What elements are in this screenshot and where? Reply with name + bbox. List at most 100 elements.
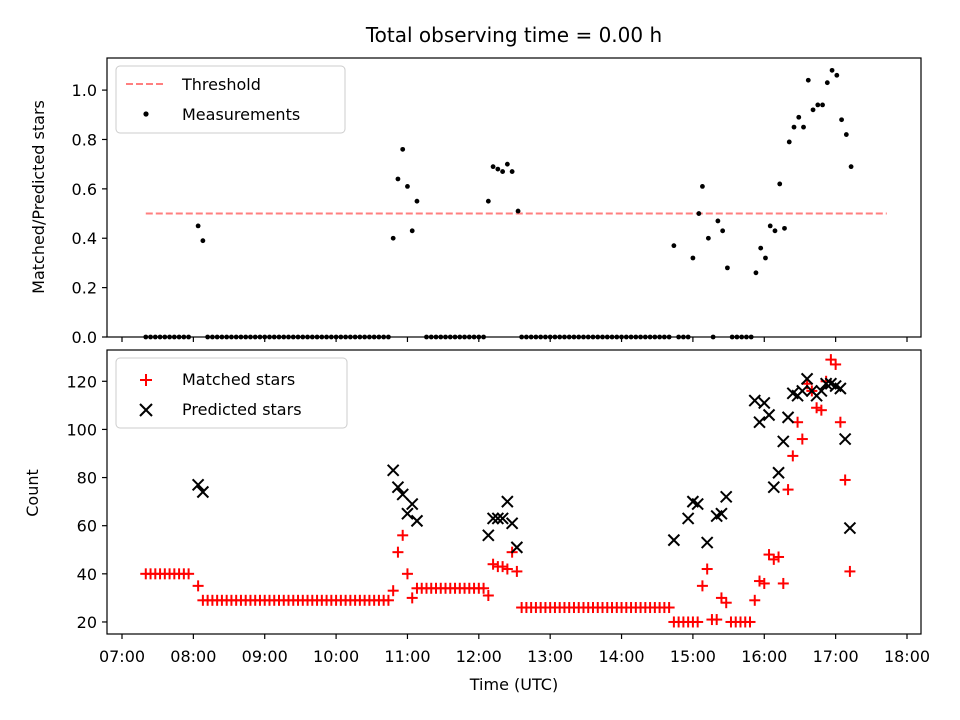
measurement-point	[690, 255, 696, 261]
predicted-star-point	[505, 517, 519, 530]
measurement-point	[720, 228, 726, 234]
bottom-legend-box	[115, 357, 348, 429]
measurement-point	[495, 166, 501, 172]
bottom-xtick-label: 13:00	[527, 647, 573, 666]
measurement-point	[705, 235, 711, 241]
bottom-panel-xlabel: Time (UTC)	[469, 675, 558, 694]
measurement-point	[758, 245, 764, 251]
predicted-star-point	[482, 529, 495, 542]
matched-star-point	[478, 582, 490, 594]
matched-star-point	[834, 416, 846, 428]
predicted-star-point	[510, 541, 524, 554]
measurement-point	[485, 198, 491, 204]
matched-star-point	[815, 404, 827, 416]
matched-star-point	[844, 565, 856, 577]
matched-star-point	[692, 616, 704, 628]
bottom-panel: Count Time (UTC) 20 40 60 80 100 120 07:00 08:…	[23, 349, 930, 694]
predicted-star-point	[667, 533, 681, 547]
matched-star-point	[711, 614, 723, 626]
top-panel: Total observing time = 0.00 h Matched/Pr…	[29, 23, 922, 347]
matched-star-point	[768, 553, 780, 565]
matched-star-point	[796, 433, 808, 445]
predicted-star-point	[391, 480, 405, 494]
measurement-point	[829, 67, 835, 73]
measurement-point	[843, 132, 849, 137]
bottom-xtick-label: 11:00	[384, 647, 430, 666]
matched-legend-swatch	[140, 374, 152, 386]
top-yticks: 0.0 0.2 0.4 0.6 0.8 1.0	[72, 81, 107, 347]
matched-star-point	[825, 354, 837, 366]
predicted-star-point	[834, 382, 847, 395]
predicted-star-point	[715, 507, 728, 520]
predicted-star-point	[767, 480, 780, 494]
bottom-ytick-label: 20	[77, 613, 97, 632]
predicted-star-point	[720, 490, 733, 504]
measurement-point	[409, 228, 415, 234]
predicted-star-point	[843, 521, 857, 535]
measurement-point	[820, 102, 825, 108]
predicted-star-point	[838, 432, 852, 446]
matched-star-point	[382, 594, 394, 606]
measurement-point	[390, 235, 396, 241]
matched-star-point	[511, 565, 523, 577]
bottom-ytick-label: 40	[77, 565, 97, 584]
measurement-point	[515, 208, 521, 214]
predicted-star-point	[486, 512, 500, 525]
bottom-xtick-label: 18:00	[884, 647, 930, 666]
bottom-xtick-label: 08:00	[170, 647, 216, 666]
bottom-yticks: 20 40 60 80 100 120	[66, 372, 107, 632]
predicted-star-point	[777, 435, 790, 448]
matched-star-point	[487, 558, 499, 570]
matched-star-point	[758, 577, 770, 589]
predicted-star-point	[491, 512, 505, 525]
threshold-legend-label: Threshold	[181, 75, 261, 94]
top-panel-frame	[106, 57, 922, 338]
measurement-point	[195, 223, 201, 229]
predicted-star-point	[815, 384, 828, 398]
matched-star-point	[830, 358, 842, 370]
measurement-point	[824, 80, 830, 86]
bottom-xtick-label: 09:00	[242, 647, 288, 666]
top-ytick-label: 0.8	[72, 130, 97, 149]
bottom-xtick-label: 16:00	[741, 647, 787, 666]
matched-star-point	[754, 575, 766, 587]
measurement-point	[753, 270, 759, 276]
bottom-xtick-label: 07:00	[99, 647, 145, 666]
measurement-point	[848, 164, 854, 170]
predicted-star-point	[762, 408, 776, 422]
predicted-star-point	[191, 478, 205, 491]
bottom-xtick-label: 17:00	[813, 647, 859, 666]
matched-star-point	[401, 568, 413, 580]
matched-star-point	[701, 563, 713, 575]
measurement-point	[500, 169, 506, 174]
matched-star-point	[497, 561, 509, 573]
predicted-star-point	[753, 415, 766, 429]
top-ytick-label: 0.6	[72, 180, 97, 199]
measurement-point	[200, 238, 206, 244]
bottom-plot-area	[140, 354, 857, 628]
predicted-star-point	[401, 507, 414, 520]
measurement-point	[777, 181, 783, 187]
matched-star-point	[787, 450, 799, 462]
top-ytick-label: 0.0	[72, 328, 97, 347]
top-panel-ylabel: Matched/Predicted stars	[29, 100, 48, 294]
measurement-point	[801, 124, 806, 130]
bottom-xtick-label: 14:00	[598, 647, 644, 666]
bottom-panel-ylabel: Count	[23, 469, 42, 517]
measurement-point	[395, 176, 401, 182]
predicted-legend-label: Predicted stars	[182, 400, 302, 419]
matched-star-point	[397, 529, 409, 541]
top-ytick-label: 0.2	[72, 279, 97, 298]
bottom-ytick-label: 80	[77, 469, 97, 488]
matched-star-point	[482, 589, 494, 601]
measurement-point	[810, 107, 816, 113]
measurement-point	[405, 183, 410, 189]
matched-star-point	[715, 592, 727, 604]
bottom-ytick-label: 100	[66, 420, 97, 439]
measurement-point	[815, 102, 821, 108]
top-ytick-label: 0.4	[72, 229, 97, 248]
predicted-legend-swatch	[139, 403, 153, 417]
top-panel-title: Total observing time = 0.00 h	[365, 23, 662, 47]
matched-star-point	[720, 597, 732, 609]
